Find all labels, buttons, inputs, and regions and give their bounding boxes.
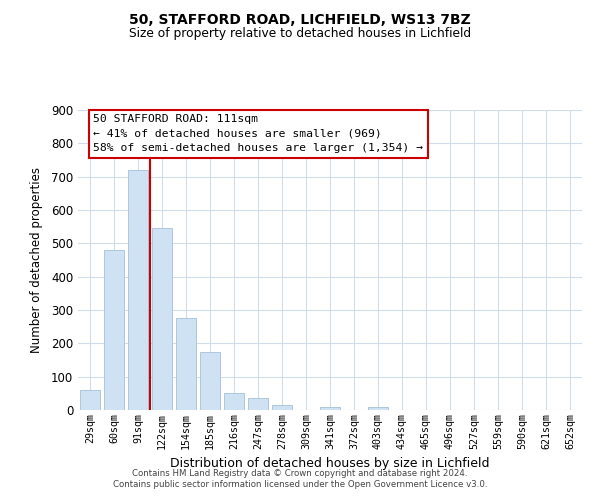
Text: 50, STAFFORD ROAD, LICHFIELD, WS13 7BZ: 50, STAFFORD ROAD, LICHFIELD, WS13 7BZ [129,12,471,26]
Bar [320,406,340,410]
Bar [128,170,148,410]
Text: Contains public sector information licensed under the Open Government Licence v3: Contains public sector information licen… [113,480,487,489]
Bar [104,250,124,410]
Y-axis label: Number of detached properties: Number of detached properties [29,167,43,353]
Bar [200,352,220,410]
Bar [368,408,388,410]
Text: 50 STAFFORD ROAD: 111sqm
← 41% of detached houses are smaller (969)
58% of semi-: 50 STAFFORD ROAD: 111sqm ← 41% of detach… [93,114,423,154]
X-axis label: Distribution of detached houses by size in Lichfield: Distribution of detached houses by size … [170,457,490,470]
Bar [80,390,100,410]
Bar [272,405,292,410]
Text: Contains HM Land Registry data © Crown copyright and database right 2024.: Contains HM Land Registry data © Crown c… [132,468,468,477]
Bar [224,394,244,410]
Text: Size of property relative to detached houses in Lichfield: Size of property relative to detached ho… [129,28,471,40]
Bar [248,398,268,410]
Bar [176,318,196,410]
Bar [152,228,172,410]
